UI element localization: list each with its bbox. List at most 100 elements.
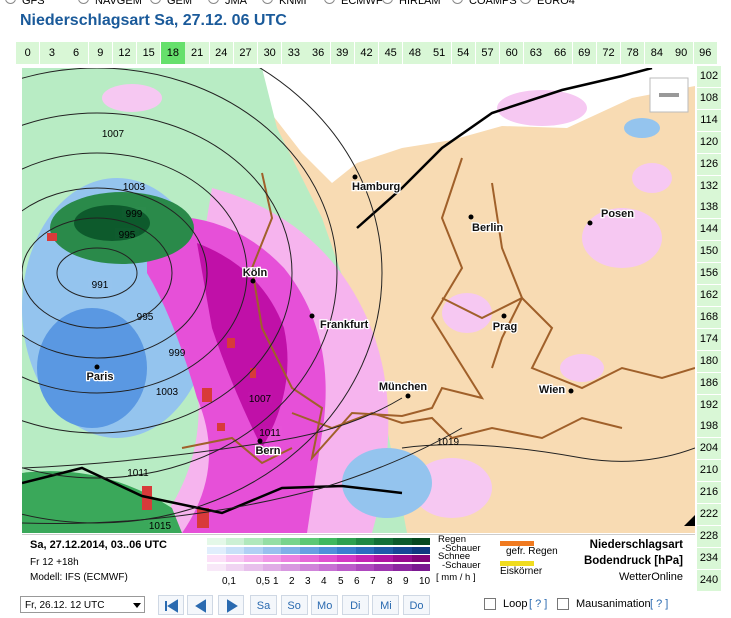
nav-button[interactable]: [158, 595, 184, 615]
hour-tab[interactable]: 84: [645, 42, 669, 64]
hour-side[interactable]: 180: [697, 350, 721, 372]
legend-row-label: -Schauer: [442, 559, 481, 571]
hour-side[interactable]: 162: [697, 285, 721, 306]
hour-tab[interactable]: 57: [475, 42, 500, 64]
model-radio[interactable]: GFS: [5, 0, 45, 7]
run-select[interactable]: Fr, 26.12. 12 UTC: [20, 596, 145, 613]
frozen-label: Eiskörner: [500, 566, 543, 577]
info-label: Bodendruck [hPa]: [583, 555, 683, 567]
hour-tab[interactable]: 66: [548, 42, 572, 64]
city-label: Berlin: [472, 222, 503, 234]
legend-row-label: Regen: [438, 534, 466, 545]
model-radio[interactable]: COAMPS: [452, 0, 517, 7]
nav-button[interactable]: [187, 595, 213, 615]
info-label: Niederschlagsart: [589, 539, 683, 551]
hour-tab[interactable]: 72: [596, 42, 621, 64]
day-button[interactable]: Di: [341, 595, 369, 615]
rain-red: [217, 423, 225, 431]
hour-side[interactable]: 210: [697, 460, 721, 482]
legend-swatch: [411, 555, 431, 562]
isobar: [56, 247, 138, 299]
hour-side[interactable]: 150: [697, 241, 721, 263]
hour-side[interactable]: 156: [697, 263, 721, 285]
zoom-out-button[interactable]: [649, 77, 689, 113]
border: [491, 182, 524, 369]
hour-side[interactable]: 204: [697, 438, 721, 460]
shower-spot: [342, 448, 432, 518]
legend-swatch: [393, 555, 412, 562]
hour-tab[interactable]: 39: [330, 42, 354, 64]
hour-side[interactable]: 234: [697, 547, 721, 569]
hour-side[interactable]: 102: [697, 66, 721, 87]
hour-tab[interactable]: 30: [258, 42, 282, 64]
border: [441, 296, 695, 390]
model-radio[interactable]: GEM: [150, 0, 192, 7]
hour-side[interactable]: 222: [697, 504, 721, 525]
hour-tab[interactable]: 48: [403, 42, 427, 64]
model-radio[interactable]: NAVGEM: [78, 0, 142, 7]
hour-side[interactable]: 144: [697, 219, 721, 241]
day-button[interactable]: Mo: [311, 595, 339, 615]
legend-swatch: [207, 546, 226, 554]
hour-tab[interactable]: 54: [451, 42, 475, 64]
hour-tab[interactable]: 90: [669, 42, 693, 64]
hour-tab[interactable]: 6: [64, 42, 88, 64]
hour-tab[interactable]: 12: [112, 42, 137, 64]
hour-tab[interactable]: 42: [354, 42, 379, 64]
hour-side[interactable]: 168: [697, 306, 721, 328]
hour-tab[interactable]: 60: [500, 42, 524, 64]
hour-tab[interactable]: 36: [306, 42, 330, 64]
day-button[interactable]: Do: [403, 595, 430, 615]
hour-tab[interactable]: 27: [233, 42, 258, 64]
model-radio[interactable]: JMA: [208, 0, 247, 7]
hour-tab[interactable]: 51: [427, 42, 451, 64]
hour-tab[interactable]: 45: [379, 42, 403, 64]
model-radio[interactable]: KNMI: [262, 0, 307, 7]
model-radio[interactable]: EURO4: [520, 0, 575, 7]
hour-tab[interactable]: 3: [40, 42, 64, 64]
hour-side[interactable]: 126: [697, 153, 721, 175]
isobar: [22, 427, 463, 525]
hour-tab[interactable]: 63: [524, 42, 548, 64]
city-label: Paris: [87, 371, 114, 383]
hour-tab[interactable]: 18: [161, 42, 185, 64]
legend-swatch: [225, 538, 245, 545]
hour-tab[interactable]: 96: [693, 42, 717, 64]
mouse-help[interactable]: [ ? ]: [650, 598, 669, 610]
hour-side[interactable]: 108: [697, 87, 721, 109]
hour-side[interactable]: 132: [697, 175, 721, 197]
nav-button[interactable]: [218, 595, 244, 615]
hour-side[interactable]: 138: [697, 197, 721, 219]
hour-side[interactable]: 174: [697, 328, 721, 350]
hour-tab[interactable]: 9: [88, 42, 112, 64]
hour-tab[interactable]: 69: [572, 42, 596, 64]
hour-side[interactable]: 114: [697, 109, 721, 131]
hour-side[interactable]: 216: [697, 482, 721, 504]
loop-checkbox[interactable]: [484, 598, 496, 610]
day-button[interactable]: So: [280, 595, 308, 615]
hour-tab[interactable]: 15: [137, 42, 161, 64]
legend-row-label: -Schauer: [442, 542, 481, 554]
rain-red: [227, 338, 235, 348]
rain-red: [202, 388, 212, 402]
model-radio[interactable]: ECMWF: [324, 0, 383, 7]
hour-tab[interactable]: 33: [282, 42, 306, 64]
hour-tab[interactable]: 21: [185, 42, 209, 64]
mouse-checkbox[interactable]: [557, 598, 569, 610]
model-name: KNMI: [279, 0, 307, 7]
model-radio[interactable]: HIRLAM: [382, 0, 441, 7]
day-button[interactable]: Mi: [372, 595, 400, 615]
legend-swatch: [393, 563, 412, 571]
hour-side[interactable]: 240: [697, 569, 721, 591]
day-button[interactable]: Sa: [250, 595, 277, 615]
legend-swatch: [337, 538, 356, 545]
hour-tab[interactable]: 24: [209, 42, 233, 64]
hour-side[interactable]: 198: [697, 416, 721, 438]
loop-help[interactable]: [ ? ]: [529, 598, 548, 610]
hour-side[interactable]: 186: [697, 372, 721, 394]
hour-tab[interactable]: 78: [621, 42, 645, 64]
hour-side[interactable]: 192: [697, 394, 721, 416]
hour-side[interactable]: 228: [697, 525, 721, 547]
hour-side[interactable]: 120: [697, 131, 721, 153]
hour-tab[interactable]: 0: [16, 42, 40, 64]
